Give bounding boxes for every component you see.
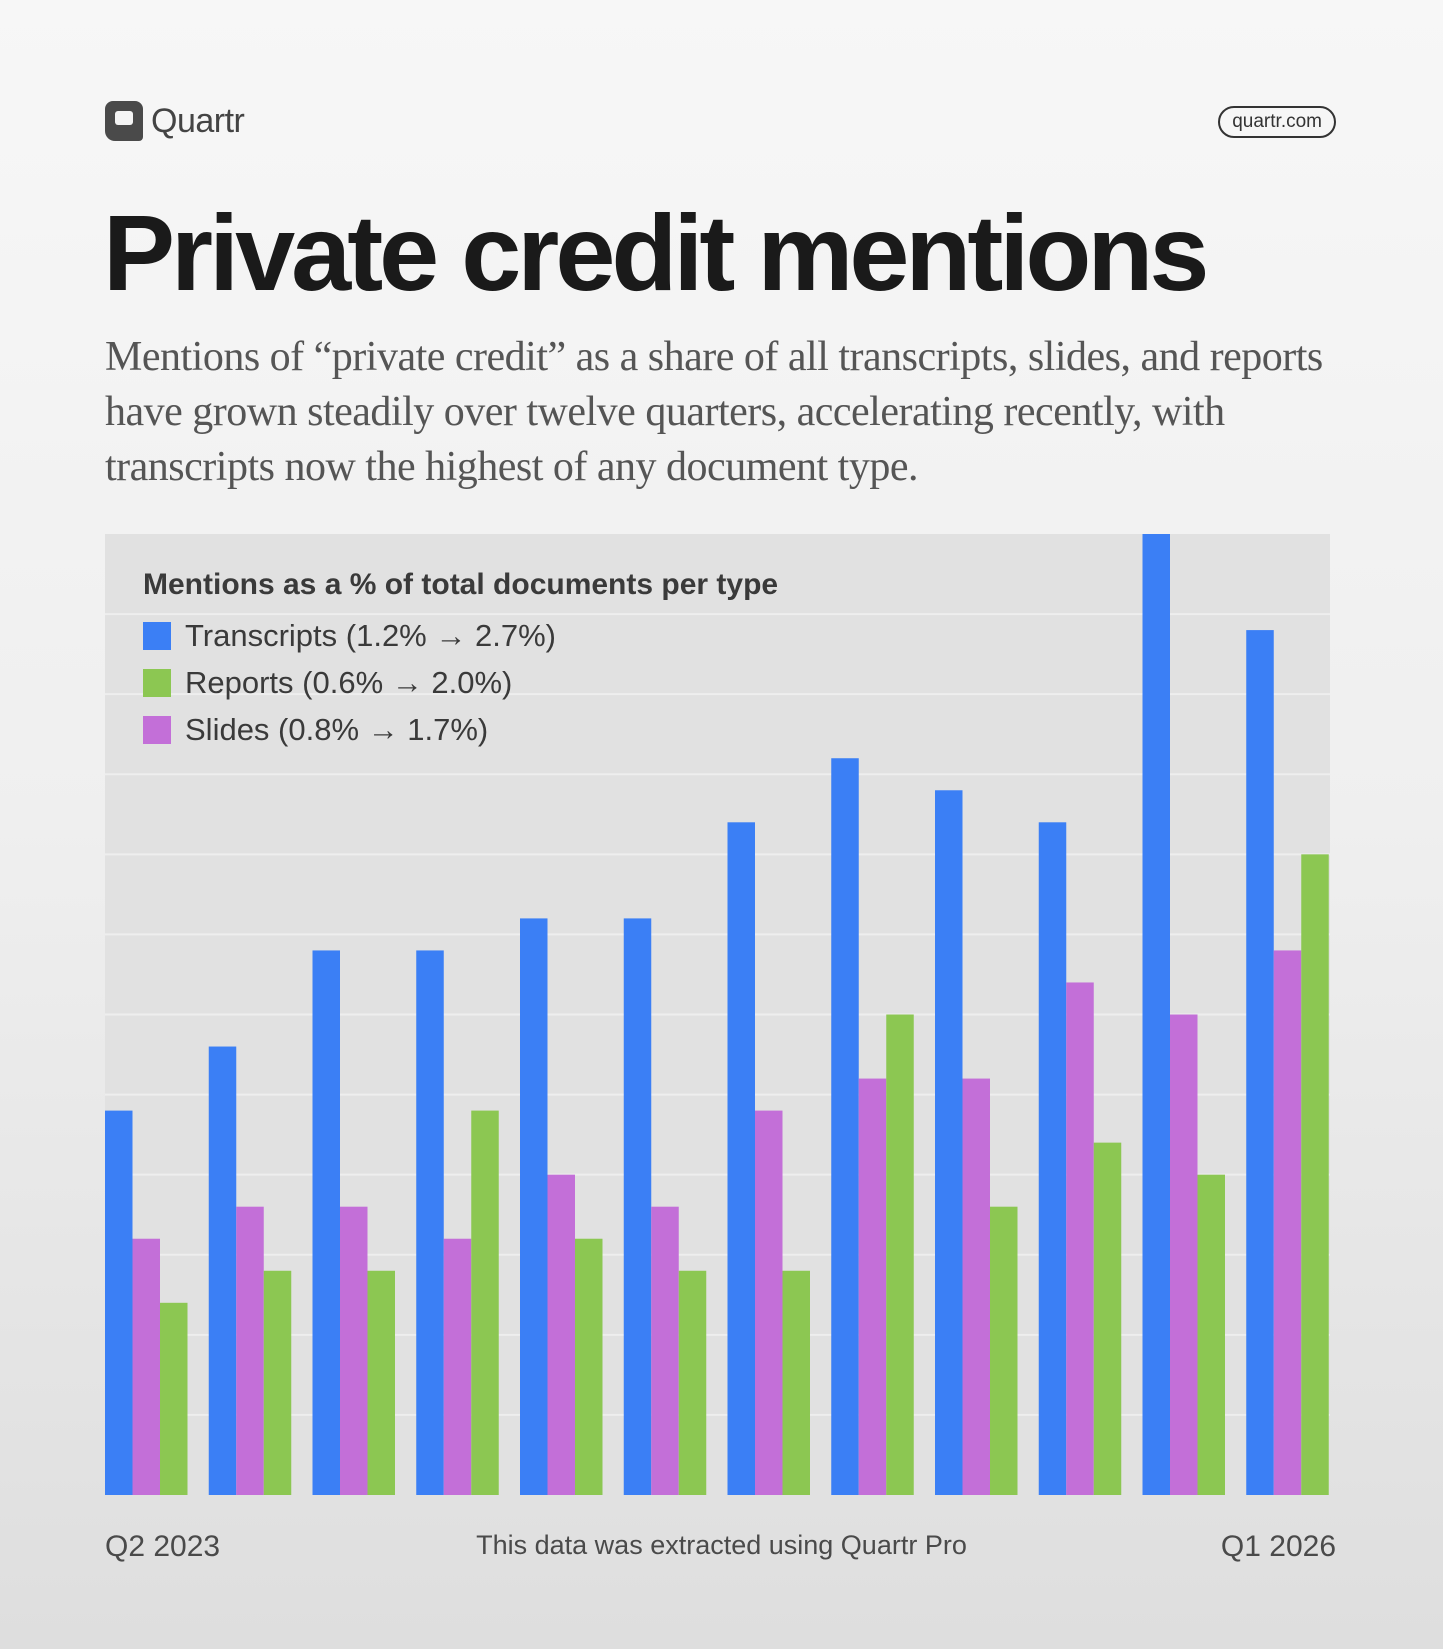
bar-reports-q3-2023	[263, 1270, 292, 1495]
site-link[interactable]: quartr.com	[1218, 106, 1336, 138]
bar-transcripts-q3-2024	[623, 918, 652, 1495]
bar-slides-q3-2023	[236, 1206, 264, 1495]
bar-transcripts-q2-2023	[105, 1110, 133, 1495]
bar-reports-q1-2026	[1301, 854, 1329, 1495]
legend-label: Transcripts (1.2% → 2.7%)	[185, 617, 556, 653]
legend-label: Slides (0.8% → 1.7%)	[185, 711, 489, 747]
bar-reports-q4-2025	[1197, 1174, 1225, 1495]
bar-reports-q4-2023	[367, 1270, 395, 1495]
x-label-end: Q1 2026	[1220, 1530, 1336, 1563]
chart-title: Mentions as a % of total documents per t…	[143, 568, 779, 601]
bar-slides-q4-2024	[755, 1110, 783, 1495]
bar-reports-q2-2024	[575, 1238, 603, 1495]
bar-slides-q1-2025	[858, 1078, 887, 1495]
bar-chart: Mentions as a % of total documents per t…	[105, 534, 1330, 1495]
bar-transcripts-q2-2025	[935, 790, 963, 1495]
bar-slides-q3-2024	[651, 1206, 679, 1495]
legend-swatch	[143, 621, 171, 650]
bar-reports-q3-2024	[678, 1270, 707, 1495]
bar-slides-q1-2026	[1273, 950, 1302, 1495]
bar-transcripts-q4-2023	[312, 950, 340, 1495]
legend-item-reports: Reports (0.6% → 2.0%)	[143, 659, 778, 706]
legend: Mentions as a % of total documents per t…	[143, 568, 778, 753]
legend-swatch	[143, 668, 171, 697]
legend-swatch	[143, 715, 171, 744]
footer-note: This data was extracted using Quartr Pro	[476, 1530, 967, 1560]
bar-transcripts-q4-2024	[727, 822, 755, 1495]
bar-transcripts-q2-2024	[520, 918, 548, 1495]
x-label-start: Q2 2023	[105, 1530, 221, 1563]
legend-item-transcripts: Transcripts (1.2% → 2.7%)	[143, 612, 778, 659]
bar-reports-q4-2024	[782, 1270, 810, 1495]
bar-reports-q1-2024	[471, 1110, 499, 1495]
bar-reports-q1-2025	[886, 1014, 914, 1495]
quartr-logo-icon	[105, 101, 143, 141]
bar-slides-q2-2024	[547, 1174, 575, 1495]
bar-slides-q1-2024	[443, 1238, 472, 1495]
bar-slides-q3-2025	[1066, 982, 1094, 1495]
page-title: Private credit mentions	[103, 192, 1209, 313]
legend-item-slides: Slides (0.8% → 1.7%)	[143, 706, 778, 753]
bar-reports-q2-2023	[160, 1302, 188, 1495]
bar-transcripts-q1-2024	[416, 950, 444, 1495]
quartr-logo: Quartr	[105, 101, 245, 141]
bar-slides-q4-2025	[1170, 1014, 1198, 1495]
bar-transcripts-q3-2025	[1038, 822, 1067, 1495]
bar-reports-q3-2025	[1093, 1142, 1122, 1495]
chart-svg	[105, 534, 1330, 1495]
bar-slides-q2-2025	[962, 1078, 990, 1495]
bar-transcripts-q4-2025	[1142, 534, 1170, 1495]
subtitle: Mentions of “private credit” as a share …	[105, 334, 1323, 490]
brand-name: Quartr	[151, 101, 245, 140]
bar-transcripts-q1-2026	[1246, 630, 1274, 1495]
bar-transcripts-q3-2023	[208, 1046, 237, 1495]
bar-slides-q4-2023	[340, 1206, 368, 1495]
bar-reports-q2-2025	[990, 1206, 1018, 1495]
bar-slides-q2-2023	[132, 1238, 160, 1495]
bar-transcripts-q1-2025	[831, 758, 859, 1495]
legend-label: Reports (0.6% → 2.0%)	[185, 664, 513, 700]
